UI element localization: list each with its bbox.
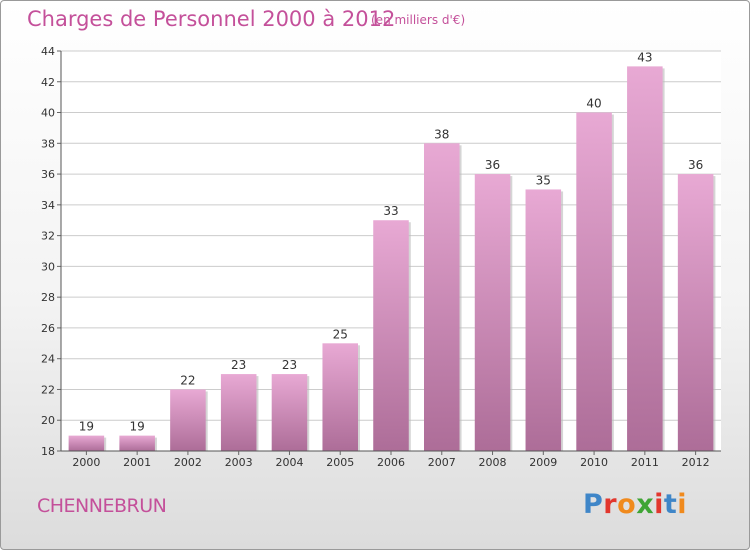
bar <box>677 174 714 452</box>
data-label: 23 <box>282 358 297 372</box>
bar <box>220 374 257 451</box>
y-tick-label: 24 <box>41 353 55 366</box>
axes: 18 20 22 24 26 28 30 32 34 36 38 40 42 44 2000 2001 2002… <box>41 45 721 469</box>
data-label: 36 <box>485 158 500 172</box>
x-tick-label: 2011 <box>631 456 659 469</box>
logo-letter: o <box>617 489 637 520</box>
bar <box>627 66 663 451</box>
bar <box>119 435 155 451</box>
data-label: 25 <box>333 327 348 341</box>
x-tick-label: 2005 <box>326 456 354 469</box>
bar <box>170 389 206 451</box>
y-tick-label: 42 <box>41 76 55 89</box>
bar <box>474 174 511 452</box>
proxiti-logo: Proxiti <box>583 489 687 520</box>
x-tick-label: 2007 <box>428 456 456 469</box>
data-label: 19 <box>79 420 94 434</box>
chart-subtitle: (en milliers d'€) <box>371 13 466 27</box>
x-tick-label: 2006 <box>377 456 405 469</box>
data-label: 19 <box>130 420 145 434</box>
y-tick-label: 44 <box>41 45 55 58</box>
y-tick-label: 26 <box>41 322 55 335</box>
y-tick-label: 34 <box>41 199 55 212</box>
data-label: 35 <box>536 173 551 187</box>
bar <box>424 143 460 452</box>
bars: 19 19 22 23 23 25 33 38 36 35 40 43 36 <box>68 50 716 452</box>
x-tick-label: 2012 <box>682 456 710 469</box>
x-tick-label: 2004 <box>275 456 303 469</box>
logo-letter: P <box>583 489 604 520</box>
y-tick-label: 38 <box>41 137 55 150</box>
y-tick-label: 18 <box>41 445 55 458</box>
logo-letter: i <box>654 489 664 520</box>
x-tick-label: 2001 <box>123 456 151 469</box>
logo-letter: r <box>603 489 618 520</box>
bar <box>271 374 308 451</box>
x-tick-label: 2003 <box>225 456 253 469</box>
data-label: 40 <box>586 97 601 111</box>
data-label: 43 <box>637 50 652 64</box>
place-name: CHENNEBRUN <box>37 495 167 517</box>
logo-letter: x <box>636 489 655 520</box>
logo-letter: t <box>663 489 678 520</box>
bar <box>576 112 612 452</box>
y-tick-label: 40 <box>41 107 55 120</box>
bar <box>373 220 409 451</box>
bar <box>68 435 105 451</box>
x-tick-label: 2002 <box>174 456 202 469</box>
y-tick-label: 22 <box>41 383 55 396</box>
bar <box>322 343 358 451</box>
data-label: 22 <box>180 373 195 387</box>
data-label: 36 <box>688 158 703 172</box>
x-tick-label: 2009 <box>529 456 557 469</box>
data-label: 23 <box>231 358 246 372</box>
y-tick-label: 20 <box>41 414 55 427</box>
y-tick-label: 32 <box>41 230 55 243</box>
data-label: 33 <box>383 204 398 218</box>
y-tick-label: 36 <box>41 168 55 181</box>
x-tick-label: 2010 <box>580 456 608 469</box>
chart-title: Charges de Personnel 2000 à 2012 <box>27 7 396 31</box>
x-tick-label: 2008 <box>479 456 507 469</box>
y-tick-label: 28 <box>41 291 55 304</box>
x-tick-label: 2000 <box>72 456 100 469</box>
bar <box>525 189 562 451</box>
data-label: 38 <box>434 127 449 141</box>
logo-letter: i <box>677 489 688 520</box>
y-tick-label: 30 <box>41 260 55 273</box>
